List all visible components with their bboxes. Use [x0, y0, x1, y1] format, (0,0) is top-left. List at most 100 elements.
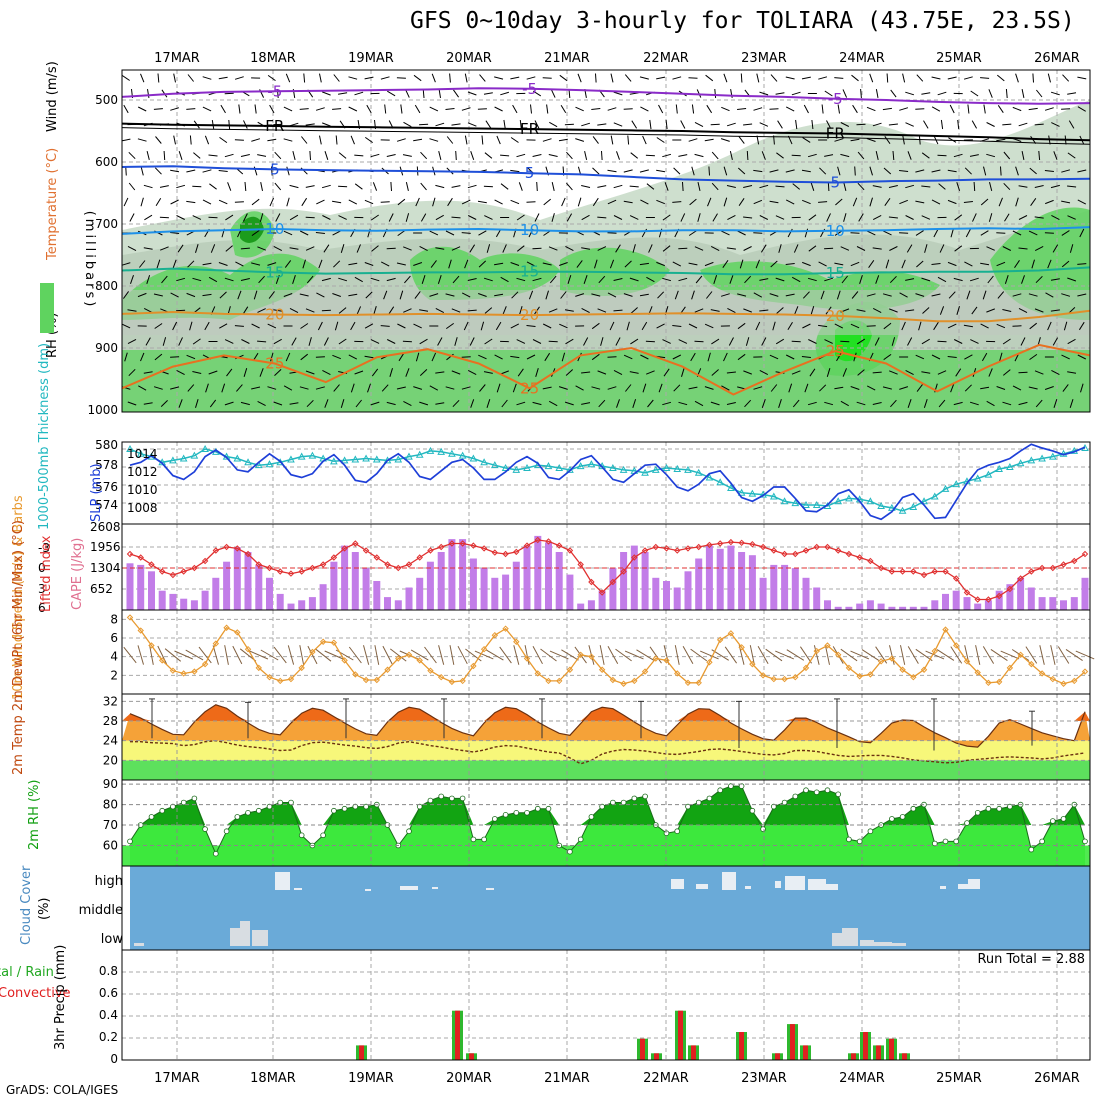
wind-barb — [613, 369, 623, 376]
wind-barb — [305, 123, 315, 126]
wind-barb — [146, 150, 150, 161]
dewpoint-line — [130, 739, 1086, 765]
li-point — [534, 536, 541, 544]
rh2-point — [620, 799, 627, 806]
wind-barb — [437, 275, 442, 284]
li-point — [856, 554, 863, 561]
wind-barb — [615, 337, 621, 346]
run-total-label: Run Total = 2.88 — [977, 952, 1085, 967]
wind-barb — [398, 352, 405, 362]
wind10-point — [663, 657, 670, 664]
wind-barb — [756, 73, 760, 83]
wind10-ytick-label: 2 — [110, 668, 118, 682]
wind-barb — [1018, 371, 1028, 374]
wind-barb — [269, 104, 275, 114]
wind-barb — [289, 402, 299, 405]
wind10-point — [1060, 680, 1067, 687]
rh2-point — [481, 836, 487, 843]
wind-barb — [373, 306, 377, 315]
rh2-point — [1050, 818, 1056, 824]
rh2-point — [781, 799, 788, 806]
wind-barb — [350, 135, 355, 145]
thickness-ytick-label: 576 — [95, 480, 118, 494]
wind-barb — [755, 321, 761, 331]
wind-barb — [713, 275, 718, 284]
wind-barb — [461, 386, 471, 390]
wind-barb — [965, 228, 971, 238]
wind-barb — [413, 323, 422, 329]
wind10-ylabel-group: 10m Wind Speed (m/s) & Barbs — [11, 495, 26, 700]
wind-barb — [477, 200, 487, 204]
wind-barb — [802, 261, 811, 267]
thickness-point — [812, 501, 821, 509]
wind-barb — [170, 356, 180, 358]
wind-barb — [948, 291, 956, 299]
wind-barb — [818, 261, 827, 267]
wind10-point — [888, 655, 896, 662]
wind10-point — [244, 645, 252, 653]
rh2-point — [127, 838, 133, 845]
wind-barb — [791, 154, 801, 157]
wind-barb — [711, 182, 719, 191]
wind-barb — [467, 91, 477, 96]
wind-barb — [1035, 275, 1043, 284]
wind-barb — [794, 306, 799, 315]
wind10-point — [1017, 651, 1024, 659]
wind-barb — [857, 151, 865, 160]
wind-barb — [445, 108, 455, 110]
wind-barb — [127, 401, 137, 406]
thickness-point — [394, 455, 403, 463]
wind-barb — [824, 90, 833, 97]
wind-barb — [856, 401, 866, 406]
wind-barb — [901, 321, 906, 331]
li-ytick-label: 0 — [38, 561, 46, 575]
wind-barb — [227, 182, 232, 191]
wind-barb — [170, 232, 180, 234]
wind10-barb — [449, 645, 455, 665]
wind10-point — [963, 658, 971, 665]
wind-barb — [388, 213, 394, 222]
cloud-level-label: low — [101, 932, 124, 947]
wind-barb — [872, 122, 882, 127]
wind-barb — [348, 106, 358, 112]
wind-barb — [738, 198, 745, 206]
wind10-barb — [607, 645, 619, 665]
wind-barb — [785, 263, 795, 265]
wind-barb — [656, 261, 665, 267]
cape-bar — [1027, 587, 1035, 610]
wind10-barb — [485, 649, 504, 661]
rh2-point — [846, 836, 852, 843]
wind-barb — [933, 228, 939, 238]
wind-barb — [737, 322, 746, 330]
wind-barb — [300, 353, 309, 361]
top-date-label: 23MAR — [741, 51, 787, 66]
wind-barb — [259, 368, 264, 377]
wind-barb — [299, 386, 309, 390]
wind10-point — [931, 647, 938, 655]
cape-bar — [663, 581, 670, 610]
wind-barb — [274, 182, 282, 191]
wind-barb — [931, 106, 941, 112]
wind-barb — [1012, 230, 1022, 236]
wind-barb — [711, 369, 719, 376]
wind-barb — [512, 383, 517, 393]
li-point — [287, 570, 295, 577]
li-point — [523, 542, 531, 549]
cape-bar — [1049, 597, 1057, 610]
wind10-point — [158, 657, 166, 664]
thickness-point — [179, 454, 188, 462]
wind-barb — [220, 104, 226, 114]
wind-barb — [1012, 325, 1022, 327]
wind-barb — [350, 321, 356, 331]
wind-barb — [889, 370, 898, 375]
wind-barb — [388, 306, 395, 315]
wind-barb — [251, 386, 261, 390]
wind10-point — [287, 675, 295, 683]
cloud-unit: (%) — [37, 898, 52, 921]
wind10-barb — [925, 650, 945, 660]
wind-barb — [872, 402, 882, 405]
wind-barb — [937, 370, 947, 375]
wind-barb — [480, 321, 485, 331]
wind-barb — [678, 154, 688, 157]
thickness-point — [1006, 463, 1014, 471]
